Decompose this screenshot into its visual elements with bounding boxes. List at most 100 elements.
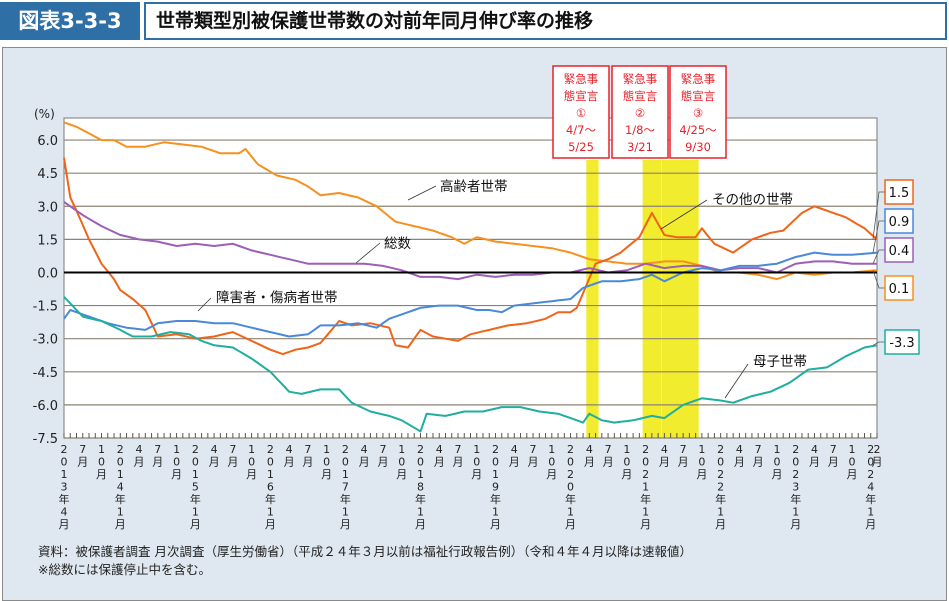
y-tick-label: 6.0 bbox=[37, 134, 58, 149]
figure-label: 図表3-3-3 bbox=[0, 2, 140, 40]
series-annotation: 高齢者世帯 bbox=[440, 178, 508, 195]
y-tick-label: 4.5 bbox=[37, 167, 58, 182]
series-annotation: 障害者・傷病者世帯 bbox=[216, 290, 338, 306]
end-label-value: 0.1 bbox=[889, 282, 910, 297]
emergency-band-2 bbox=[642, 160, 662, 438]
end-label-leader bbox=[872, 270, 885, 289]
emergency-box-text: 9/30 bbox=[685, 140, 711, 154]
end-label-value: 0.4 bbox=[889, 244, 910, 259]
emergency-box-frame bbox=[669, 65, 727, 159]
annotation-leader bbox=[355, 242, 381, 264]
emergency-box-frame bbox=[552, 65, 610, 159]
annotation-leader bbox=[724, 363, 749, 399]
emergency-box-text: 4/7〜 bbox=[566, 123, 597, 137]
end-label-leader bbox=[872, 220, 885, 253]
annotation-leader bbox=[660, 199, 708, 230]
emergency-box-text: 態宣言 bbox=[564, 89, 599, 103]
emergency-band-3 bbox=[661, 160, 699, 438]
end-label-leader bbox=[872, 341, 885, 346]
end-label-box bbox=[884, 179, 914, 205]
source-note: 資料：被保護者調査 月次調査（厚生労働省）（平成２４年３月以前は福祉行政報告例）… bbox=[38, 543, 692, 579]
emergency-box-text: 緊急事 bbox=[564, 72, 599, 86]
y-tick-label: -4.5 bbox=[33, 366, 58, 381]
chart-title: 世帯類型別被保護世帯数の対前年同月伸び率の推移 bbox=[144, 2, 947, 40]
end-labels: 0.1 1.5 0.4 0.9 -3.3 bbox=[872, 179, 920, 355]
emergency-box-text: ② bbox=[635, 106, 645, 120]
end-label-box bbox=[884, 208, 914, 234]
y-tick-label: -1.5 bbox=[33, 300, 58, 315]
emergency-bands bbox=[63, 117, 878, 439]
plot-area bbox=[63, 117, 878, 439]
y-tick-label: 1.5 bbox=[37, 233, 58, 248]
end-label-value: -3.3 bbox=[889, 336, 914, 351]
end-label-value: 0.9 bbox=[889, 215, 910, 230]
series-line bbox=[63, 251, 878, 338]
y-tick-label: 3.0 bbox=[37, 200, 58, 215]
emergency-box-text: 緊急事 bbox=[623, 72, 658, 86]
annotation-leader bbox=[197, 297, 212, 312]
series-lines bbox=[63, 121, 878, 433]
end-label-box bbox=[884, 329, 920, 355]
series-annotation: その他の世帯 bbox=[712, 192, 793, 208]
emergency-box-text: 5/25 bbox=[568, 140, 594, 154]
series-line bbox=[63, 296, 878, 433]
emergency-box-text: 3/21 bbox=[627, 140, 653, 154]
series-annotation: 総数 bbox=[384, 236, 411, 252]
series-line bbox=[63, 201, 877, 281]
source-text: 資料：被保護者調査 月次調査（厚生労働省）（平成２４年３月以前は福祉行政報告例）… bbox=[38, 544, 692, 559]
emergency-box-frame bbox=[611, 65, 669, 159]
emergency-box-text: 態宣言 bbox=[623, 89, 658, 103]
y-tick-label: 0.0 bbox=[37, 266, 58, 281]
emergency-box-text: ① bbox=[576, 106, 586, 120]
series-annotation: 母子世帯 bbox=[753, 354, 807, 370]
y-tick-label: -6.0 bbox=[33, 399, 58, 414]
end-label-leader bbox=[872, 249, 885, 264]
annotation-leader bbox=[407, 185, 437, 201]
title-bar: 図表3-3-3 世帯類型別被保護世帯数の対前年同月伸び率の推移 bbox=[0, 0, 949, 44]
